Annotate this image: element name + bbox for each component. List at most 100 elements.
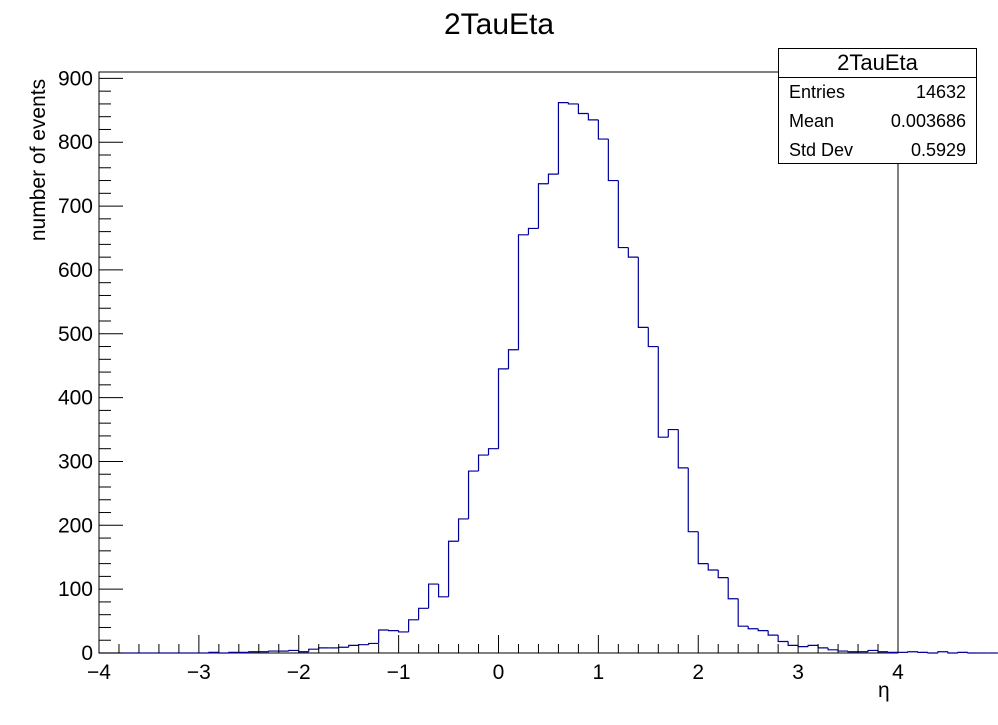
stats-row-mean: Mean 0.003686 — [779, 107, 976, 136]
hist-bin — [877, 650, 889, 653]
hist-bin — [617, 180, 629, 249]
x-tick-label: −4 — [87, 661, 111, 684]
y-tick-label: 400 — [58, 387, 93, 410]
x-tick-label: −3 — [187, 661, 211, 684]
hist-bin — [517, 234, 529, 350]
hist-bin — [967, 652, 978, 654]
y-tick-label: 200 — [58, 514, 93, 537]
hist-bin — [408, 619, 419, 632]
hist-bin — [427, 583, 439, 609]
hist-bin — [807, 644, 819, 647]
stats-label: Mean — [789, 111, 835, 131]
y-tick-label: 900 — [58, 67, 93, 90]
hist-bin — [527, 227, 539, 235]
hist-bin — [288, 649, 299, 652]
stats-title: 2TauEta — [779, 49, 976, 78]
hist-bin — [487, 448, 499, 456]
hist-bin — [457, 518, 469, 542]
hist-bin — [318, 647, 329, 650]
hist-bin — [717, 570, 729, 579]
y-axis: 0 100 200 300 400 500 600 700 800 900 — [58, 67, 123, 665]
hist-bin — [368, 642, 379, 645]
y-tick-label: 0 — [81, 642, 93, 665]
hist-bin — [747, 626, 759, 630]
stats-row-stddev: Std Dev 0.5929 — [779, 136, 976, 165]
y-tick-label: 600 — [58, 259, 93, 282]
hist-bin — [937, 651, 948, 653]
hist-bin — [268, 650, 279, 652]
hist-bin — [507, 349, 519, 369]
hist-bin — [957, 651, 968, 653]
x-tick-label: −1 — [387, 661, 411, 684]
histogram-bars — [99, 102, 998, 654]
hist-bin — [378, 629, 389, 644]
hist-bin — [777, 635, 789, 643]
hist-bin — [577, 103, 589, 115]
hist-bin — [338, 646, 349, 648]
hist-bin — [597, 119, 609, 140]
hist-bin — [917, 651, 928, 653]
hist-bin — [228, 651, 239, 653]
hist-bin — [637, 257, 649, 328]
y-tick-label: 500 — [58, 323, 93, 346]
hist-bin — [837, 649, 849, 652]
hist-bin — [467, 470, 479, 519]
x-tick-label: 3 — [792, 661, 804, 684]
hist-bin — [607, 139, 619, 182]
hist-bin — [358, 644, 369, 646]
hist-bin — [627, 247, 639, 258]
hist-bin — [817, 645, 829, 649]
hist-bin — [727, 577, 739, 600]
chart-title: 2TauEta — [443, 8, 555, 41]
hist-bin — [757, 628, 769, 632]
hist-bin — [447, 540, 459, 597]
hist-bin — [787, 641, 799, 646]
x-axis-label: η — [878, 679, 890, 702]
hist-bin — [907, 651, 918, 653]
x-tick-label: 1 — [593, 661, 605, 684]
hist-bin — [557, 102, 569, 175]
hist-bin — [827, 647, 839, 651]
stats-box: 2TauEta Entries 14632 Mean 0.003686 Std … — [778, 48, 977, 164]
hist-bin — [388, 630, 399, 632]
stats-label: Std Dev — [789, 140, 854, 160]
hist-bin — [687, 467, 699, 533]
stats-value: 0.5929 — [910, 140, 966, 160]
hist-bin — [437, 584, 449, 598]
hist-bin — [737, 598, 749, 627]
stats-value: 14632 — [915, 82, 966, 102]
hist-bin — [667, 428, 679, 438]
hist-bin — [867, 649, 879, 652]
x-tick-label: 0 — [493, 661, 505, 684]
hist-bin — [418, 607, 429, 620]
hist-bin — [547, 173, 559, 184]
x-tick-label: −2 — [287, 661, 311, 684]
hist-bin — [218, 652, 229, 654]
hist-bin — [567, 102, 579, 105]
hist-bin — [248, 651, 259, 653]
hist-bin — [647, 327, 659, 348]
hist-bin — [398, 630, 409, 633]
stats-value: 0.003686 — [890, 111, 966, 131]
stats-row-entries: Entries 14632 — [779, 78, 976, 107]
hist-bin — [677, 429, 689, 469]
x-axis: −4 −3 −2 −1 0 1 2 3 4 — [87, 635, 904, 684]
hist-bin — [497, 368, 509, 449]
hist-bin — [348, 644, 359, 648]
hist-bin — [537, 183, 549, 229]
hist-bin — [208, 651, 219, 653]
y-tick-label: 700 — [58, 195, 93, 218]
hist-bin — [947, 651, 958, 654]
hist-bin — [797, 645, 809, 648]
hist-bin — [308, 648, 319, 652]
hist-bin — [697, 531, 709, 565]
x-tick-label: 4 — [892, 661, 904, 684]
y-tick-label: 800 — [58, 131, 93, 154]
hist-bin — [887, 651, 898, 653]
hist-bin — [707, 563, 719, 571]
y-tick-label: 100 — [58, 578, 93, 601]
y-axis-label: number of events — [27, 78, 50, 242]
stats-label: Entries — [789, 82, 846, 102]
x-tick-label: 2 — [692, 661, 704, 684]
